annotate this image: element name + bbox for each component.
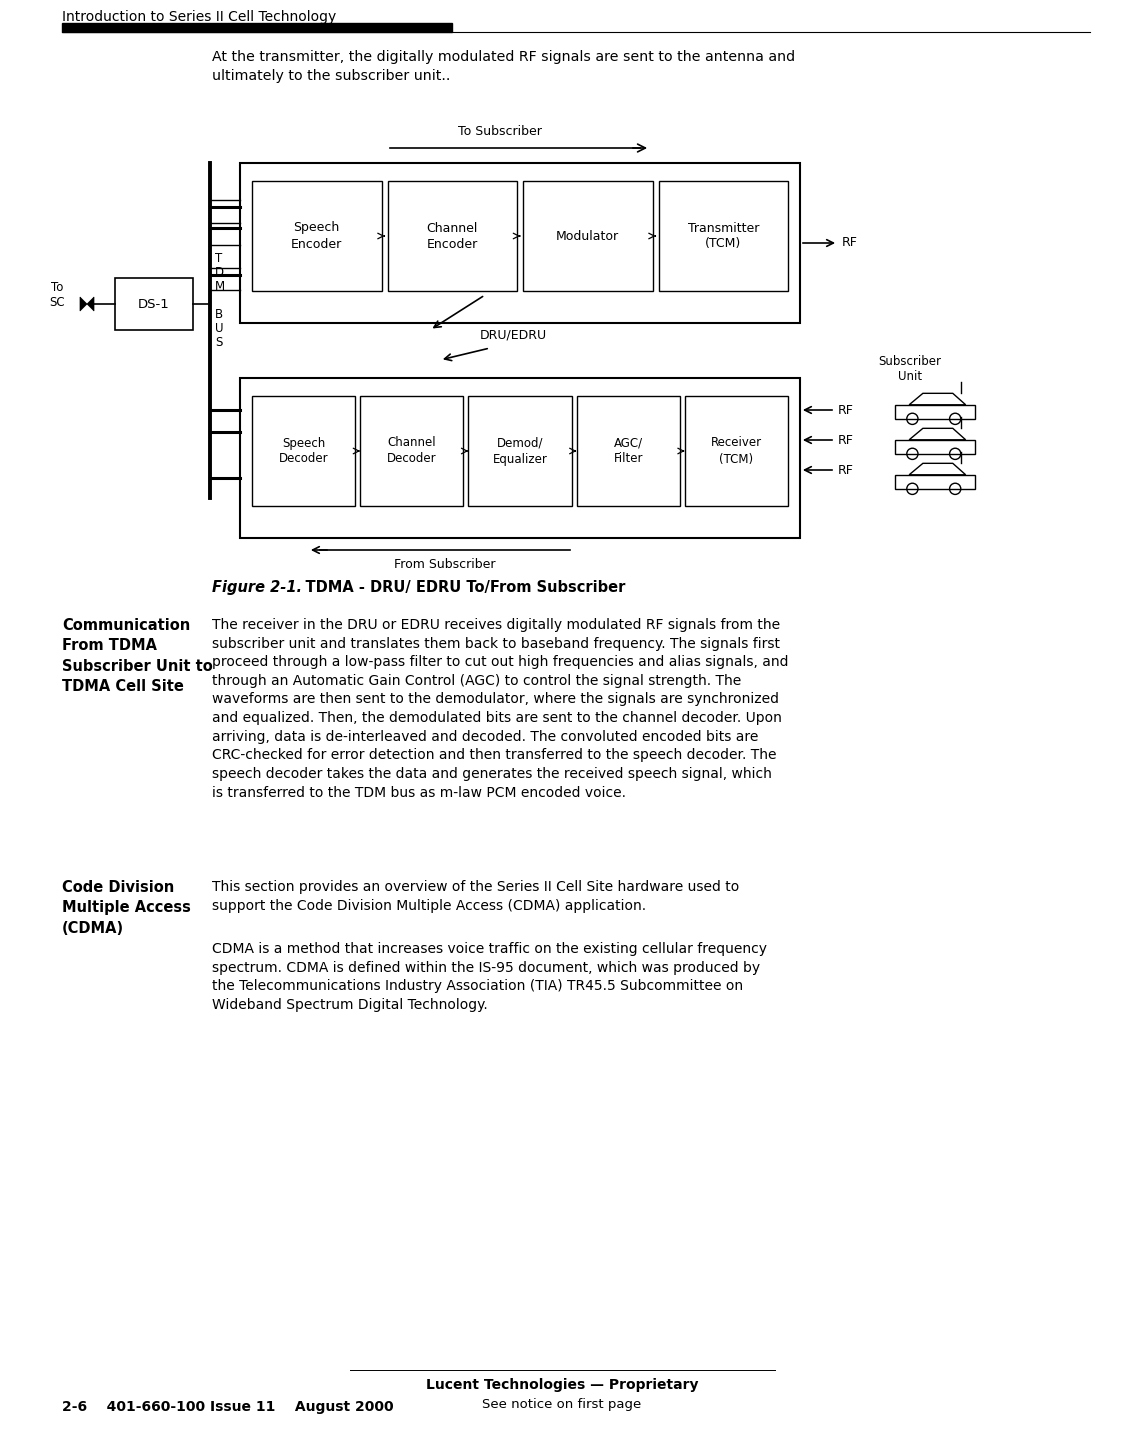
Text: To
SC: To SC: [50, 282, 65, 309]
Bar: [240, 378, 800, 538]
Text: Speech
Encoder: Speech Encoder: [291, 222, 342, 250]
Bar: [894, 405, 975, 419]
Bar: [894, 440, 975, 453]
Text: T
D
M

B
U
S: T D M B U S: [215, 252, 225, 349]
Text: Speech
Decoder: Speech Decoder: [279, 436, 328, 466]
Text: Code Division
Multiple Access
(CDMA): Code Division Multiple Access (CDMA): [62, 879, 191, 935]
Polygon shape: [87, 297, 94, 310]
Bar: [894, 475, 975, 489]
Bar: [240, 163, 800, 323]
Bar: [360, 396, 464, 506]
Bar: [468, 396, 572, 506]
Text: DS-1: DS-1: [138, 297, 170, 310]
Text: Communication
From TDMA
Subscriber Unit to
TDMA Cell Site: Communication From TDMA Subscriber Unit …: [62, 618, 213, 694]
Text: From Subscriber: From Subscriber: [394, 558, 496, 571]
Text: RF: RF: [842, 236, 858, 249]
Bar: [387, 182, 518, 290]
Bar: [523, 182, 652, 290]
Text: Subscriber
Unit: Subscriber Unit: [879, 355, 942, 383]
Text: Modulator: Modulator: [556, 229, 619, 243]
Text: This section provides an overview of the Series II Cell Site hardware used to
su: This section provides an overview of the…: [212, 879, 739, 912]
Text: Figure 2-1.: Figure 2-1.: [212, 581, 302, 595]
Text: Introduction to Series II Cell Technology: Introduction to Series II Cell Technolog…: [62, 10, 336, 24]
Text: Transmitter
(TCM): Transmitter (TCM): [687, 222, 759, 250]
Text: TDMA - DRU/ EDRU To/From Subscriber: TDMA - DRU/ EDRU To/From Subscriber: [285, 581, 626, 595]
Text: AGC/
Filter: AGC/ Filter: [613, 436, 643, 466]
Text: Lucent Technologies — Proprietary: Lucent Technologies — Proprietary: [425, 1379, 699, 1391]
Text: Receiver
(TCM): Receiver (TCM): [711, 436, 762, 466]
Text: Channel
Encoder: Channel Encoder: [426, 222, 478, 250]
Bar: [252, 182, 381, 290]
Text: The receiver in the DRU or EDRU receives digitally modulated RF signals from the: The receiver in the DRU or EDRU receives…: [212, 618, 789, 799]
Text: At the transmitter, the digitally modulated RF signals are sent to the antenna a: At the transmitter, the digitally modula…: [212, 50, 795, 83]
Bar: [577, 396, 680, 506]
Text: RF: RF: [838, 463, 854, 476]
Text: Channel
Decoder: Channel Decoder: [387, 436, 436, 466]
Text: DRU/EDRU: DRU/EDRU: [480, 329, 547, 342]
Text: RF: RF: [838, 433, 854, 446]
Bar: [658, 182, 788, 290]
Bar: [115, 277, 193, 330]
Text: See notice on first page: See notice on first page: [483, 1399, 641, 1411]
Polygon shape: [80, 297, 87, 310]
Bar: [62, 23, 452, 31]
Text: 2-6    401-660-100 Issue 11    August 2000: 2-6 401-660-100 Issue 11 August 2000: [62, 1400, 394, 1414]
Text: Demod/
Equalizer: Demod/ Equalizer: [493, 436, 548, 466]
Text: RF: RF: [838, 403, 854, 416]
Text: CDMA is a method that increases voice traffic on the existing cellular frequency: CDMA is a method that increases voice tr…: [212, 942, 767, 1012]
Text: To Subscriber: To Subscriber: [458, 124, 542, 139]
Bar: [685, 396, 788, 506]
Bar: [252, 396, 356, 506]
